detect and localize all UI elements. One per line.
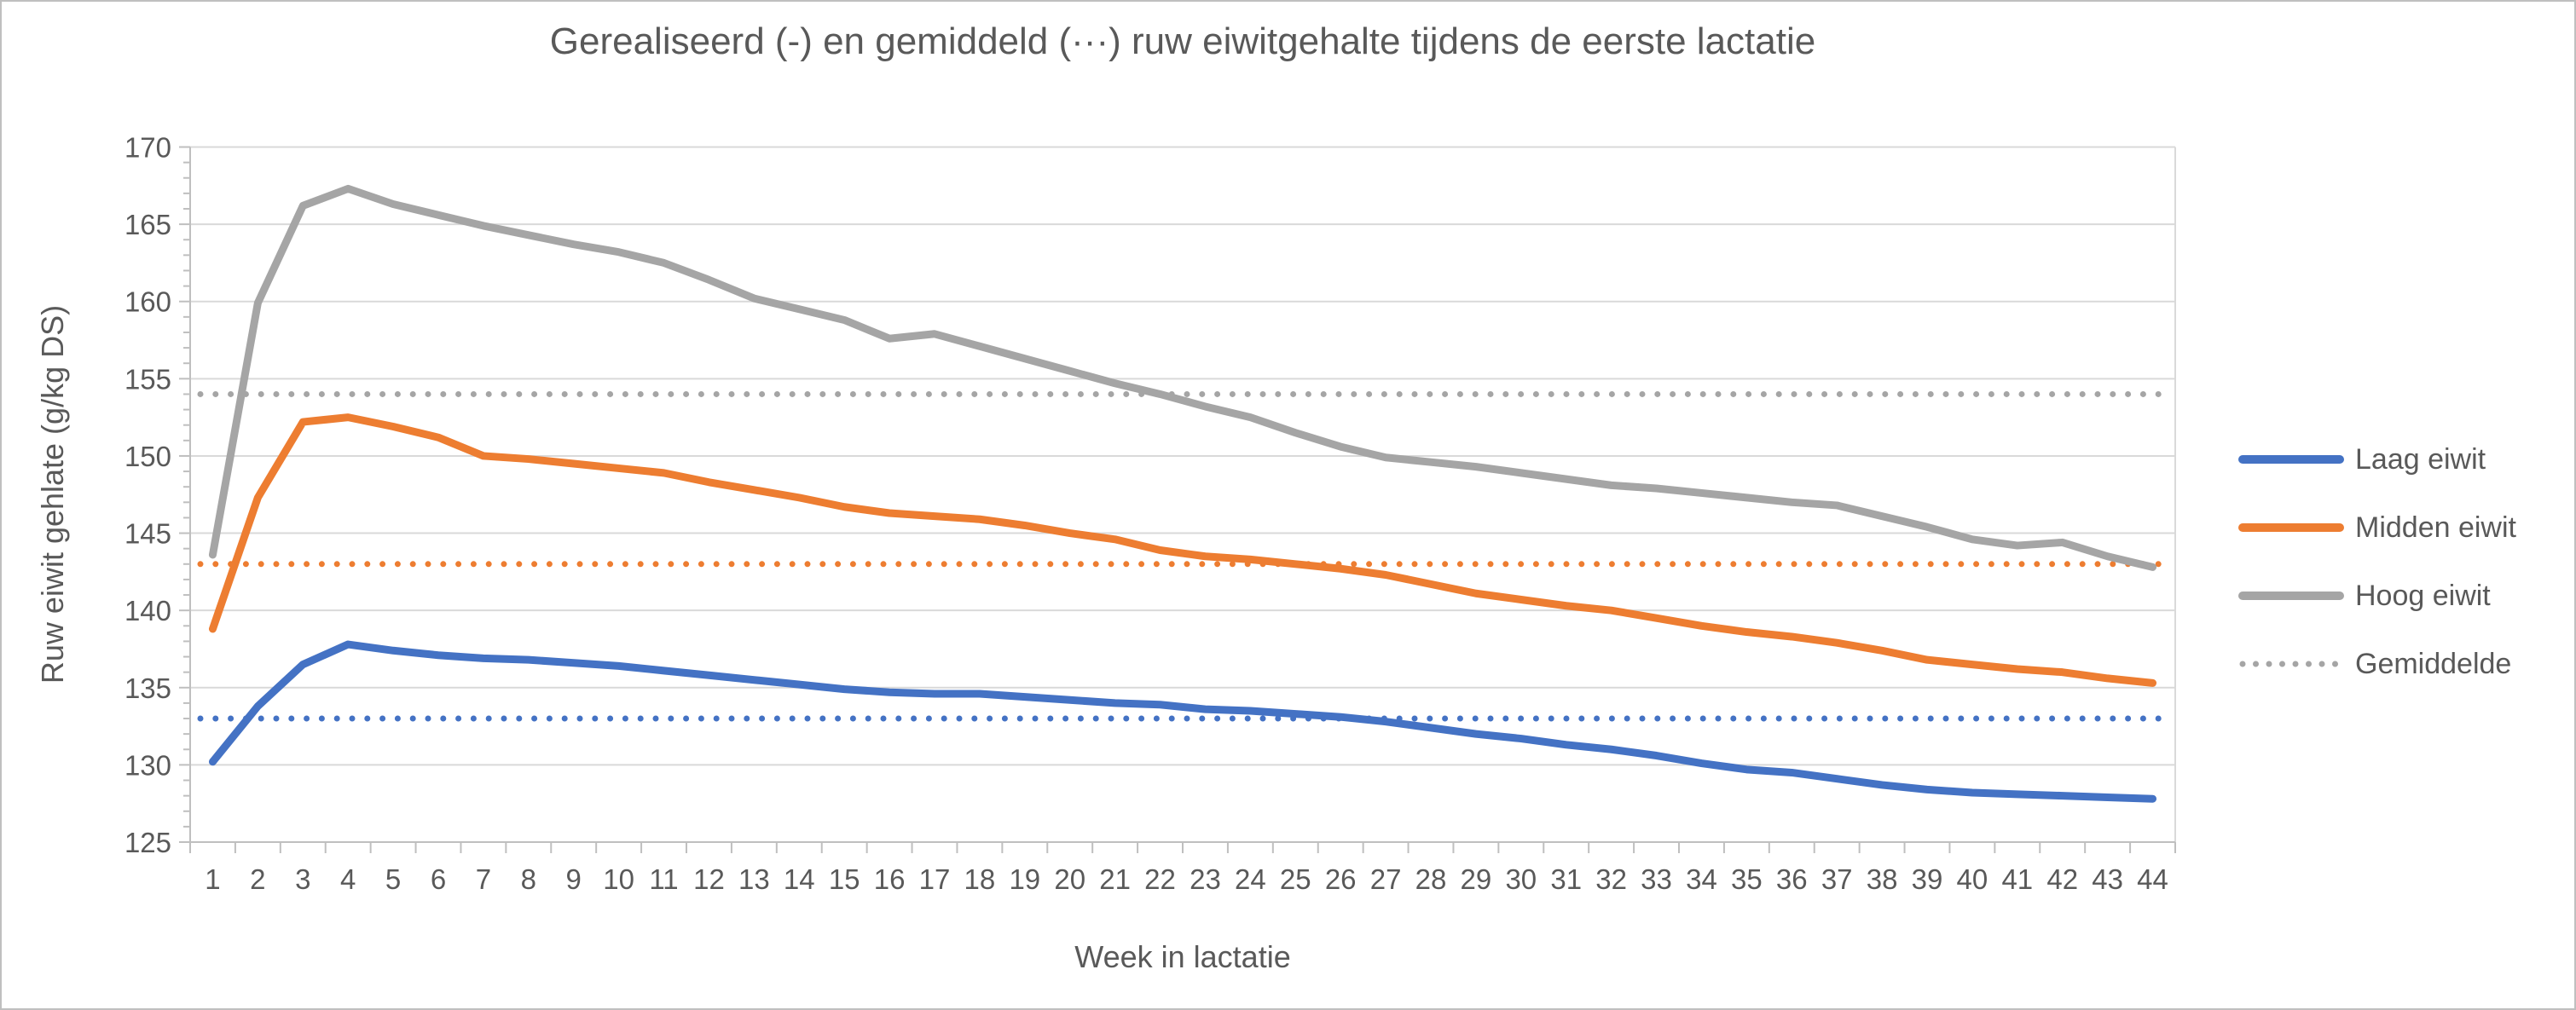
x-tick-label: 1 — [205, 863, 220, 895]
legend-item-label: Hoog eiwit — [2355, 579, 2491, 612]
x-tick-label: 38 — [1867, 863, 1898, 895]
x-tick-label: 19 — [1009, 863, 1040, 895]
x-tick-label: 16 — [874, 863, 906, 895]
x-tick-label: 18 — [964, 863, 996, 895]
x-tick-label: 36 — [1776, 863, 1808, 895]
legend-dotted-swatch — [2237, 658, 2345, 670]
x-tick-label: 23 — [1190, 863, 1221, 895]
x-tick-label: 28 — [1415, 863, 1447, 895]
x-tick-label: 40 — [1957, 863, 1988, 895]
x-tick-label: 3 — [295, 863, 310, 895]
x-tick-label: 17 — [919, 863, 951, 895]
x-tick-label: 8 — [521, 863, 536, 895]
x-tick-label: 11 — [649, 863, 678, 895]
x-tick-label: 24 — [1235, 863, 1266, 895]
x-tick-label: 29 — [1461, 863, 1492, 895]
x-tick-label: 9 — [566, 863, 582, 895]
chart-title: Gerealiseerd (-) en gemiddeld (···) ruw … — [549, 20, 1816, 62]
legend-item-label: Laag eiwit — [2355, 442, 2486, 476]
legend: Laag eiwit Midden eiwit Hoog eiwit Gemid… — [2237, 425, 2516, 698]
x-tick-label: 44 — [2137, 863, 2168, 895]
x-tick-label: 12 — [693, 863, 725, 895]
y-tick-label: 140 — [124, 595, 171, 626]
series-line-hoog-eiwit — [208, 184, 2157, 571]
x-tick-label: 20 — [1054, 863, 1085, 895]
y-tick-label: 165 — [124, 209, 171, 240]
x-tick-label: 4 — [340, 863, 356, 895]
y-tick-label: 150 — [124, 441, 171, 472]
x-tick-label: 31 — [1550, 863, 1582, 895]
x-tick-label: 43 — [2092, 863, 2123, 895]
series-line-midden-eiwit — [208, 413, 2157, 687]
x-tick-label: 25 — [1280, 863, 1311, 895]
x-tick-label: 2 — [250, 863, 265, 895]
x-tick-label: 32 — [1595, 863, 1627, 895]
y-tick-label: 145 — [124, 518, 171, 550]
series-line-laag-eiwit — [208, 640, 2157, 803]
x-tick-label: 22 — [1144, 863, 1176, 895]
x-tick-label: 10 — [603, 863, 634, 895]
y-tick-label: 130 — [124, 749, 171, 781]
y-tick-label: 170 — [124, 132, 171, 164]
legend-item-midden-eiwit: Midden eiwit — [2237, 493, 2516, 562]
x-tick-label: 5 — [385, 863, 401, 895]
y-tick-label: 160 — [124, 286, 171, 318]
x-tick-label: 34 — [1686, 863, 1717, 895]
legend-line-swatch — [2237, 590, 2345, 602]
x-tick-label: 6 — [431, 863, 446, 895]
x-tick-label: 41 — [2001, 863, 2033, 895]
x-tick-label: 35 — [1731, 863, 1763, 895]
x-tick-label: 33 — [1641, 863, 1672, 895]
x-tick-label: 39 — [1912, 863, 1943, 895]
legend-line-swatch — [2237, 522, 2345, 534]
y-tick-label: 135 — [124, 672, 171, 704]
x-tick-label: 26 — [1325, 863, 1357, 895]
legend-item-label: Midden eiwit — [2355, 511, 2516, 544]
legend-item-gemiddelde: Gemiddelde — [2237, 630, 2516, 698]
y-tick-label: 155 — [124, 363, 171, 395]
legend-item-hoog-eiwit: Hoog eiwit — [2237, 562, 2516, 630]
x-tick-label: 15 — [829, 863, 860, 895]
legend-item-label: Gemiddelde — [2355, 647, 2512, 680]
x-tick-label: 21 — [1099, 863, 1131, 895]
x-tick-label: 7 — [476, 863, 491, 895]
x-axis-title: Week in lactatie — [1074, 939, 1291, 974]
x-tick-label: 13 — [738, 863, 770, 895]
x-tick-label: 14 — [784, 863, 815, 895]
x-tick-label: 27 — [1370, 863, 1402, 895]
x-tick-label: 30 — [1505, 863, 1537, 895]
legend-item-laag-eiwit: Laag eiwit — [2237, 425, 2516, 493]
legend-line-swatch — [2237, 453, 2345, 465]
x-tick-label: 42 — [2046, 863, 2078, 895]
x-tick-label: 37 — [1821, 863, 1853, 895]
y-tick-label: 125 — [124, 827, 171, 858]
